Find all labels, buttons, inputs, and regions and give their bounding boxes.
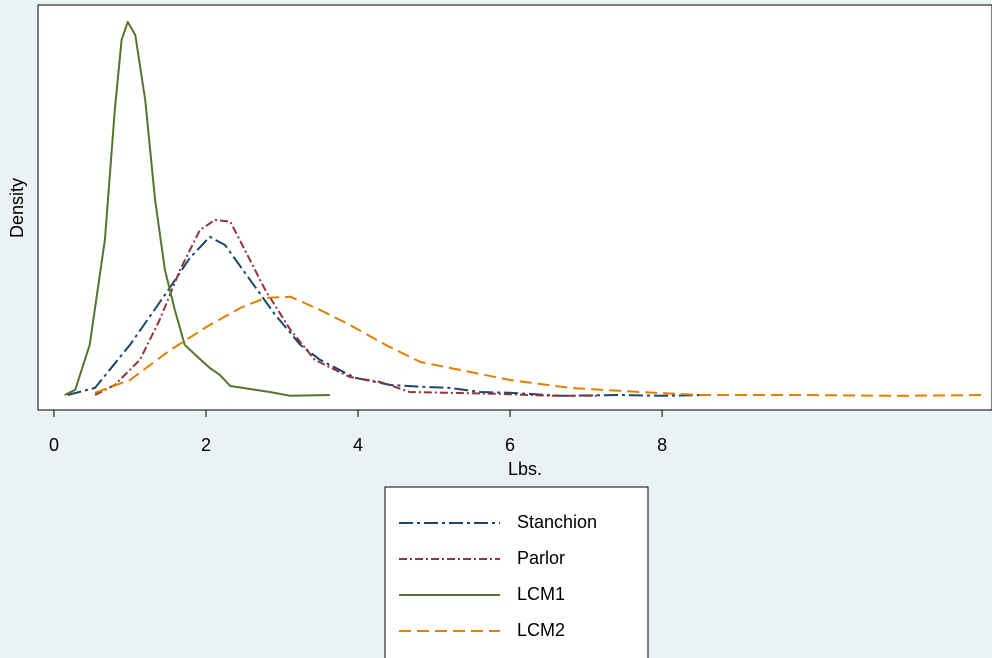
- legend-label: Stanchion: [517, 512, 597, 532]
- y-axis-label: Density: [7, 178, 27, 238]
- density-line: [67, 235, 706, 397]
- x-tick-label: 4: [353, 435, 363, 455]
- legend-label: LCM1: [517, 584, 565, 604]
- x-tick-label: 0: [49, 435, 59, 455]
- legend-label: LCM2: [517, 620, 565, 640]
- legend-box: [384, 486, 649, 658]
- x-tick-label: 2: [201, 435, 211, 455]
- density-line: [94, 295, 986, 397]
- x-tick-label: 6: [505, 435, 515, 455]
- density-line: [64, 20, 330, 397]
- x-tick-label: 8: [657, 435, 667, 455]
- density-line: [94, 218, 600, 397]
- x-axis-label: Lbs.: [508, 459, 542, 479]
- legend-label: Parlor: [517, 548, 565, 568]
- plot-area: [37, 4, 992, 411]
